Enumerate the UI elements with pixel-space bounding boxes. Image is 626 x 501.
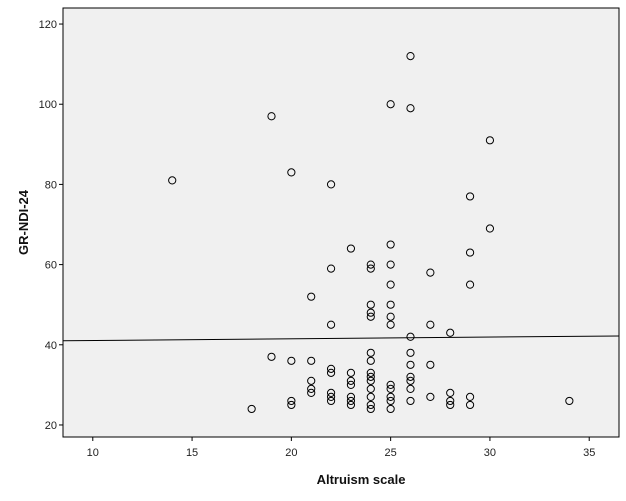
data-point — [485, 224, 495, 233]
data-point — [386, 384, 395, 393]
data-point — [366, 400, 375, 410]
data-point — [386, 404, 395, 414]
x-tick-label: 30 — [484, 447, 496, 459]
data-point — [346, 368, 356, 377]
data-point — [366, 376, 375, 385]
data-point — [366, 260, 375, 269]
data-point — [446, 400, 455, 410]
data-point — [346, 380, 356, 389]
data-point — [565, 396, 574, 406]
data-point — [326, 396, 336, 406]
y-tick-label: 40 — [45, 340, 57, 352]
data-point — [307, 384, 316, 393]
fit-line — [62, 335, 620, 342]
data-point — [247, 404, 256, 414]
data-point — [386, 312, 395, 321]
data-point — [406, 348, 415, 357]
data-point — [446, 328, 455, 337]
data-point — [426, 392, 435, 402]
y-tick-label: 60 — [45, 260, 57, 272]
data-point — [366, 404, 375, 414]
data-point — [446, 388, 455, 397]
data-point — [406, 360, 415, 369]
data-point — [267, 352, 276, 361]
data-point — [406, 396, 415, 406]
data-point — [326, 264, 336, 273]
x-axis-title: Altruism scale — [317, 472, 406, 487]
data-point — [406, 52, 415, 61]
data-point — [426, 268, 435, 277]
x-axis: 10 15 20 25 30 35 — [87, 437, 595, 459]
data-point — [465, 192, 475, 201]
data-point — [406, 104, 415, 113]
data-point — [366, 384, 375, 393]
data-point — [346, 244, 356, 253]
data-point — [446, 396, 455, 406]
data-point — [307, 356, 316, 365]
data-point — [346, 392, 356, 402]
data-point — [366, 264, 375, 273]
data-point — [326, 388, 336, 397]
data-point — [267, 112, 276, 121]
plot-area — [62, 7, 620, 438]
data-point — [307, 376, 316, 385]
data-point — [386, 396, 395, 406]
data-point — [326, 368, 336, 377]
data-point — [346, 376, 356, 385]
x-tick-label: 25 — [385, 447, 397, 459]
data-point — [386, 260, 395, 269]
data-point — [307, 292, 316, 301]
y-axis-title: GR-NDI-24 — [16, 189, 31, 255]
x-tick-label: 10 — [87, 447, 99, 459]
x-tick-label: 15 — [186, 447, 198, 459]
data-point — [366, 368, 375, 377]
data-point — [386, 240, 395, 249]
x-tick-label: 20 — [285, 447, 297, 459]
data-point — [366, 312, 375, 321]
data-point — [346, 400, 356, 410]
data-point — [485, 136, 495, 145]
data-point — [386, 320, 395, 329]
data-point — [406, 372, 415, 381]
data-point — [386, 380, 395, 389]
data-point — [426, 360, 435, 369]
data-point — [386, 280, 395, 289]
data-point — [426, 320, 435, 329]
data-point — [287, 168, 296, 177]
data-point — [465, 248, 475, 257]
data-point — [406, 384, 415, 393]
data-point — [366, 392, 375, 402]
data-point — [465, 400, 475, 410]
data-points — [168, 52, 574, 414]
data-point — [465, 392, 475, 402]
x-tick-label: 35 — [583, 447, 595, 459]
data-point — [366, 356, 375, 365]
data-point — [366, 372, 375, 381]
data-point — [386, 300, 395, 309]
data-point — [406, 332, 415, 341]
data-point — [366, 300, 375, 309]
data-point — [326, 320, 336, 329]
y-axis: 20 40 60 80 100 120 — [39, 19, 63, 432]
y-tick-label: 80 — [45, 179, 57, 191]
data-point — [307, 388, 316, 397]
data-point — [386, 392, 395, 402]
data-point — [406, 376, 415, 385]
y-tick-label: 20 — [45, 420, 57, 432]
y-tick-label: 100 — [39, 99, 57, 111]
data-point — [287, 356, 296, 365]
data-point — [366, 308, 375, 317]
data-point — [326, 364, 336, 373]
data-point — [287, 396, 296, 406]
data-point — [326, 392, 336, 402]
data-point — [465, 280, 475, 289]
data-point — [168, 176, 177, 185]
data-point — [326, 180, 336, 189]
data-point — [346, 396, 356, 406]
data-point — [287, 400, 296, 410]
y-tick-label: 120 — [39, 19, 57, 31]
data-point — [366, 348, 375, 357]
data-point — [386, 100, 395, 109]
